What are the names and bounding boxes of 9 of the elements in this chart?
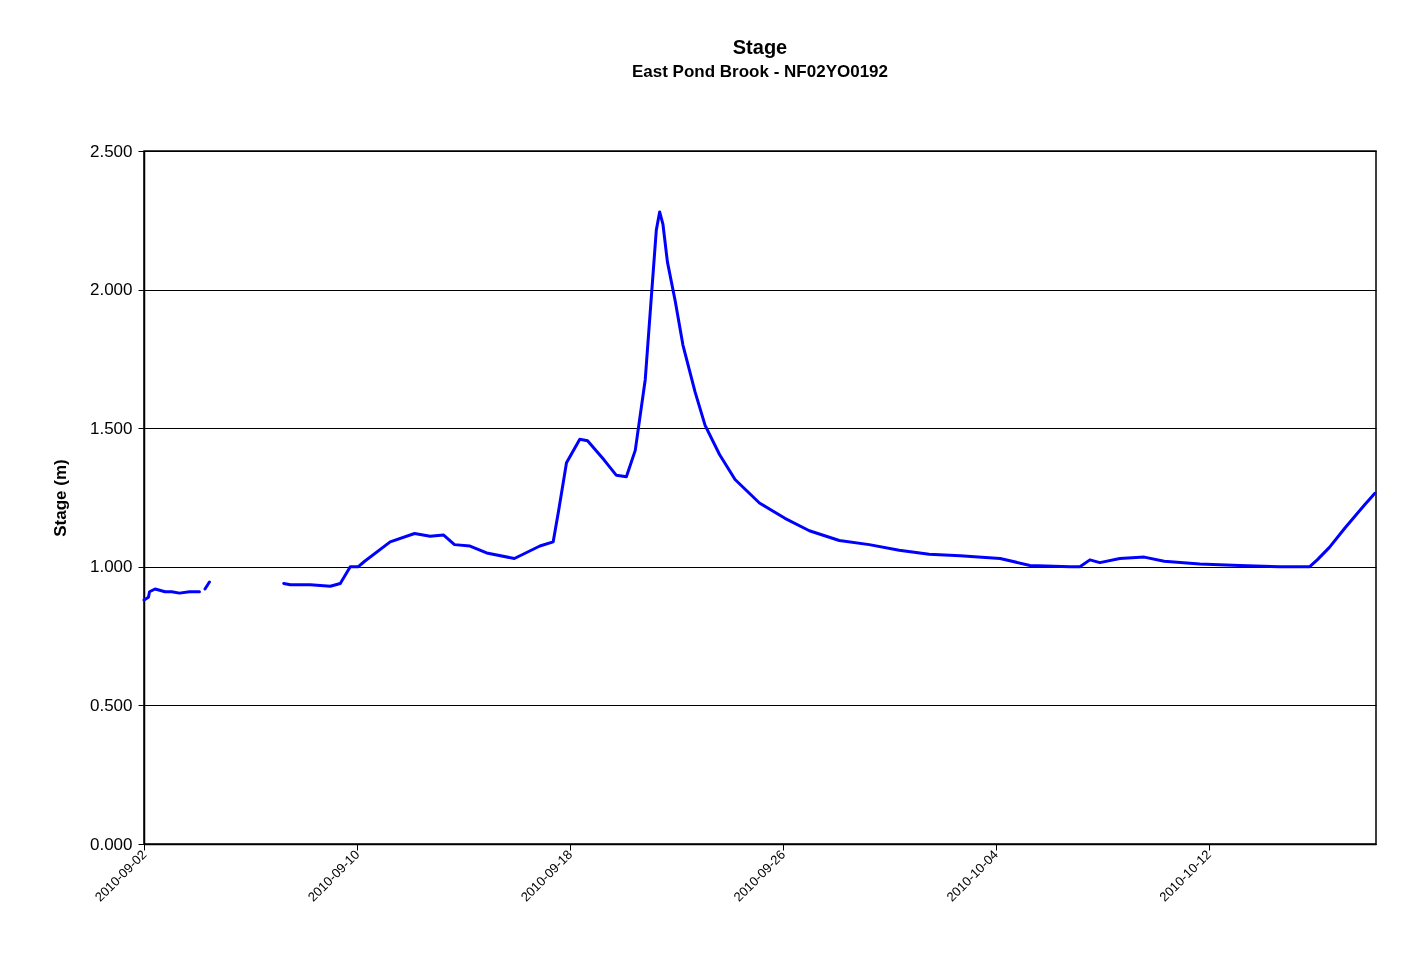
chart-subtitle: East Pond Brook - NF02YO0192 — [631, 62, 889, 81]
y-tick-label: 0.000 — [89, 834, 133, 854]
chart-title: Stage — [732, 36, 788, 58]
y-tick-label: 2.500 — [89, 141, 133, 161]
y-tick-label: 0.500 — [89, 695, 133, 715]
y-axis-title: Stage (m) — [50, 459, 70, 537]
y-tick-label: 1.000 — [89, 557, 133, 577]
y-tick-label: 1.500 — [89, 418, 133, 438]
y-tick-label: 2.000 — [89, 280, 133, 300]
